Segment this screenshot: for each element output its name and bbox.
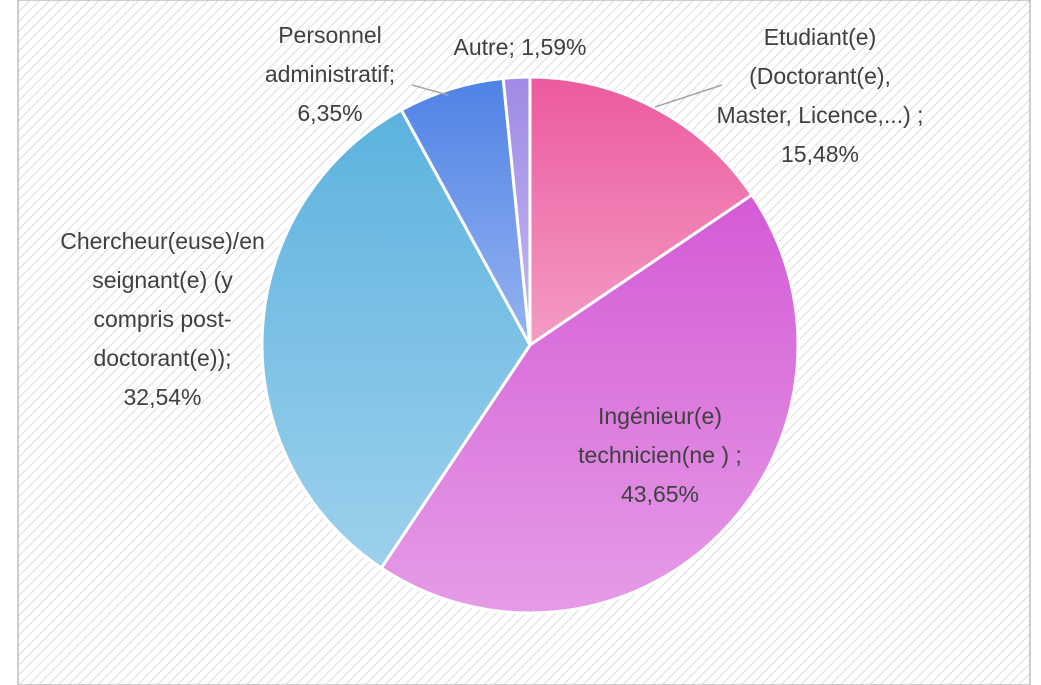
category-label: Chercheur(euse)/enseignant(e) (y compris… (60, 228, 265, 371)
data-label: Etudiant(e) (Doctorant(e), Master, Licen… (715, 18, 925, 174)
slice-shade (381, 194, 798, 613)
value-label: 1,59% (521, 34, 587, 60)
category-label: Etudiant(e) (Doctorant(e), Master, Licen… (716, 24, 924, 128)
leader-line (411, 84, 449, 96)
data-label: Ingénieur(e) technicien(ne ) ; 43,65% (560, 397, 760, 514)
slice-shade (503, 77, 530, 345)
value-label: 15,48% (780, 141, 859, 167)
value-label: 32,54% (123, 384, 202, 410)
data-label: Chercheur(euse)/enseignant(e) (y compris… (60, 222, 265, 417)
slice-shade (530, 77, 753, 345)
category-label: Ingénieur(e) technicien(ne ) ; (578, 403, 742, 468)
category-label: Personnel administratif; (264, 22, 396, 87)
slice-shade (401, 78, 530, 346)
value-label: 43,65% (620, 481, 699, 507)
data-label: Personnel administratif; 6,35% (240, 16, 420, 133)
data-label: Autre; 1,59% (420, 28, 620, 67)
category-label: Autre; (453, 34, 515, 60)
value-label: 6,35% (297, 100, 363, 126)
leader-line (654, 84, 723, 108)
